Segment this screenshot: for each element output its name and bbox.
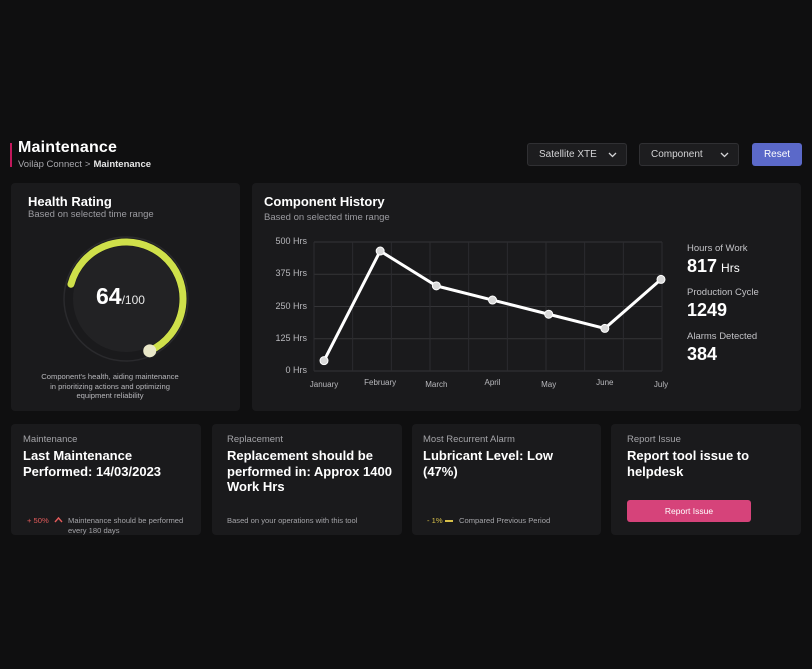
title-accent-bar: [10, 143, 12, 167]
component-select[interactable]: Component: [639, 143, 739, 166]
health-score-max: /100: [121, 293, 145, 307]
health-subtitle: Based on selected time range: [28, 209, 154, 220]
trend-flat-icon: [445, 520, 453, 522]
replacement-card: [212, 424, 402, 535]
x-tick-label: January: [309, 380, 339, 389]
data-point[interactable]: [319, 356, 329, 366]
maintenance-label: Maintenance: [23, 434, 78, 445]
stat-hours-label: Hours of Work: [687, 243, 748, 254]
gauge-inner: [73, 246, 179, 352]
gauge-knob: [143, 344, 157, 358]
series-line: [322, 249, 662, 362]
health-gauge: [63, 236, 189, 362]
report-issue-button[interactable]: Report Issue: [627, 500, 751, 522]
maintenance-delta: + 50%: [27, 516, 49, 525]
machine-select[interactable]: Satellite XTE: [527, 143, 627, 166]
chevron-down-icon: [608, 152, 617, 157]
breadcrumb-root[interactable]: Voilàp Connect: [18, 159, 82, 170]
stat-alarms-value: 384: [687, 344, 718, 364]
y-tick-label: 125 Hrs: [275, 332, 307, 343]
history-subtitle: Based on selected time range: [264, 212, 390, 223]
replacement-title: Replacement should be performed in: Appr…: [227, 448, 392, 494]
replacement-foot: Based on your operations with this tool: [227, 516, 358, 525]
gauge-track: [63, 236, 189, 362]
breadcrumb: Voilàp Connect > Maintenance: [18, 159, 151, 170]
data-point[interactable]: [656, 274, 666, 284]
health-score: 64/100: [96, 283, 145, 310]
report-title: Report tool issue to helpdesk: [627, 448, 750, 479]
recurrent-alarm-card: [412, 424, 601, 535]
health-title: Health Rating: [28, 194, 112, 209]
data-point[interactable]: [600, 323, 610, 333]
x-tick-label: July: [653, 380, 669, 389]
alarm-title: Lubricant Level: Low (47%): [423, 448, 554, 479]
x-tick-label: June: [596, 378, 614, 387]
breadcrumb-current: Maintenance: [93, 159, 152, 170]
y-tick-label: 375 Hrs: [275, 268, 307, 279]
component-select-value: Component: [651, 149, 703, 160]
data-point[interactable]: [375, 246, 385, 256]
stat-cycle-label: Production Cycle: [687, 287, 759, 298]
stat-cycle-value: 1249: [687, 300, 728, 320]
health-description: Component's health, aiding maintenance i…: [41, 372, 179, 400]
report-label: Report Issue: [627, 434, 681, 445]
breadcrumb-separator: >: [84, 159, 91, 170]
alarm-delta: - 1%: [427, 516, 443, 525]
history-title: Component History: [264, 194, 385, 209]
machine-select-value: Satellite XTE: [539, 149, 597, 160]
reset-button[interactable]: Reset: [752, 143, 802, 166]
data-point[interactable]: [488, 295, 497, 305]
alarm-foot: Compared Previous Period: [459, 516, 551, 525]
stat-alarms-label: Alarms Detected: [687, 331, 758, 342]
last-maintenance-title: Last Maintenance Performed: 14/03/2023: [23, 448, 162, 479]
component-history-card: [252, 183, 801, 411]
last-maintenance-card: [11, 424, 201, 535]
y-tick-label: 250 Hrs: [275, 300, 307, 311]
stat-hours-unit: Hrs: [721, 261, 740, 275]
chevron-down-icon: [720, 152, 729, 157]
data-point[interactable]: [431, 281, 441, 291]
maintenance-foot: Maintenance should be performed every 18…: [68, 516, 184, 535]
y-tick-label: 500 Hrs: [275, 236, 307, 246]
health-score-value: 64: [96, 283, 122, 309]
page-title: Maintenance: [18, 139, 118, 156]
x-tick-label: May: [541, 380, 557, 389]
x-tick-label: April: [484, 378, 501, 387]
x-tick-label: March: [425, 380, 448, 389]
trend-up-icon: [54, 516, 63, 523]
replacement-label: Replacement: [227, 434, 283, 445]
stat-hours-number: 817: [687, 256, 718, 276]
stat-hours-value: 817 Hrs: [687, 256, 740, 277]
x-tick-label: February: [364, 378, 397, 387]
gauge-arc: [67, 238, 187, 355]
data-point[interactable]: [544, 309, 554, 319]
y-tick-label: 0 Hrs: [285, 365, 307, 375]
alarm-label: Most Recurrent Alarm: [423, 434, 515, 445]
